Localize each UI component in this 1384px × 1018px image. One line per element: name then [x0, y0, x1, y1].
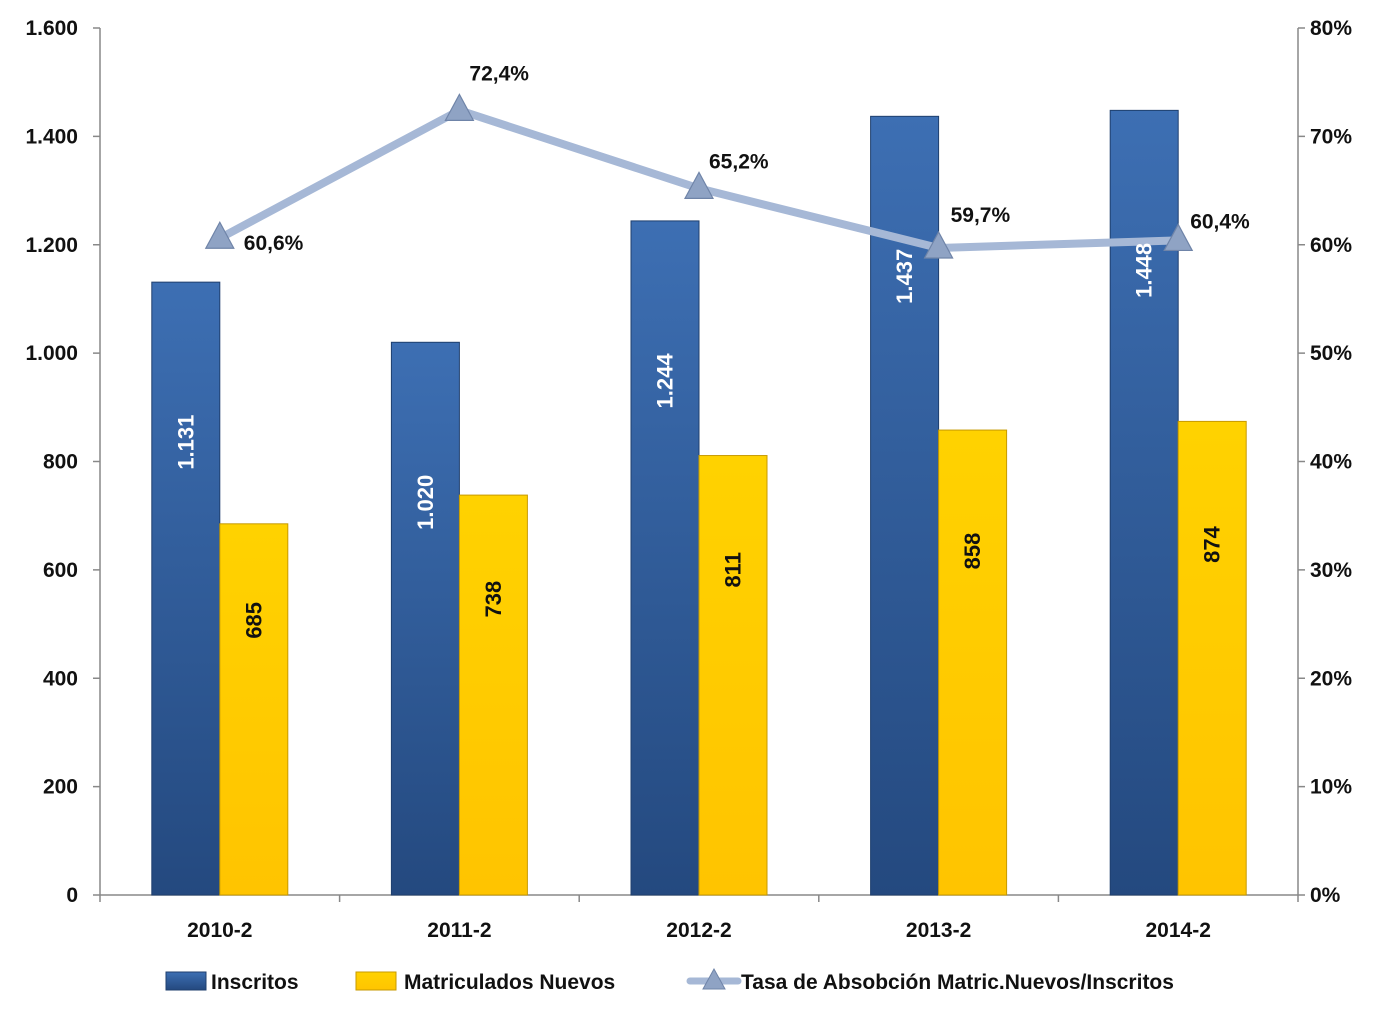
legend-swatch-matriculados: [355, 971, 397, 991]
rate-marker: [444, 93, 475, 121]
bars: [151, 109, 1247, 896]
rate-marker: [1163, 223, 1194, 252]
bar-inscritos-label: 1.448: [1132, 243, 1157, 298]
bar-matriculados-label: 685: [241, 602, 266, 639]
y-left-tick-label: 600: [43, 559, 78, 582]
x-tick-label: 2012-2: [666, 919, 731, 942]
legend-swatch-inscritos: [165, 971, 207, 991]
bar-matriculados-label: 811: [721, 552, 746, 588]
y-left-tick-label: 1.200: [25, 234, 78, 257]
y-left-tick-label: 400: [43, 667, 78, 690]
legend-label-inscritos: Inscritos: [211, 971, 299, 994]
legend-label-matriculados: Matriculados Nuevos: [404, 971, 615, 994]
y-right-tick-label: 30%: [1310, 559, 1352, 582]
rate-label: 65,2%: [709, 150, 769, 173]
y-right-tick-label: 50%: [1310, 342, 1352, 365]
bar-inscritos: [1109, 109, 1179, 896]
rate-marker: [683, 171, 715, 199]
y-right-tick-label: 70%: [1310, 125, 1352, 148]
bar-matriculados: [458, 494, 528, 896]
bar-matriculados-label: 738: [481, 581, 506, 618]
y-right-tick-label: 80%: [1310, 17, 1352, 40]
y-right-tick-label: 10%: [1310, 776, 1352, 799]
rate-label: 59,7%: [951, 204, 1011, 227]
data-labels: 1.131 685 1.020 738 1.244 811 1.437 858 1.448 874…: [173, 62, 1250, 638]
legend-swatch-rate-marker: [702, 967, 726, 990]
y-right-tick-label: 60%: [1310, 234, 1352, 257]
y-left-tick-label: 200: [43, 776, 78, 799]
bar-matriculados: [219, 523, 289, 896]
y-left-tick-label: 1.600: [25, 17, 78, 40]
bar-matriculados-label: 874: [1200, 525, 1225, 562]
legend: Inscritos Matriculados Nuevos Tasa de Abso…: [165, 967, 1174, 994]
x-tick-label: 2013-2: [906, 919, 971, 942]
x-tick-label: 2010-2: [187, 919, 252, 942]
y-right-tick-label: 40%: [1310, 451, 1352, 474]
axes: 0 200 400 600 800 1.000 1.200 1.400 1.600 0% 10% 20…: [25, 17, 1352, 942]
y-left-tick-label: 1.000: [25, 342, 78, 365]
rate-line: [204, 93, 1194, 259]
bar-inscritos-label: 1.244: [653, 353, 678, 409]
rate-label: 72,4%: [469, 62, 529, 85]
y-left-tick-label: 1.400: [25, 125, 78, 148]
bar-inscritos-label: 1.131: [173, 415, 198, 470]
rate-marker: [204, 220, 235, 249]
y-left-tick-label: 0: [66, 884, 78, 907]
bar-matriculados: [938, 429, 1008, 896]
bar-matriculados: [698, 455, 768, 896]
bar-inscritos: [151, 281, 221, 896]
y-left-tick-label: 800: [43, 451, 78, 474]
bar-matriculados: [1177, 420, 1247, 896]
bar-inscritos: [390, 341, 460, 896]
legend-label-rate: Tasa de Absobción Matric.Nuevos/Inscrito…: [741, 971, 1174, 994]
x-tick-label: 2011-2: [427, 919, 491, 942]
x-tick-label: 2014-2: [1146, 919, 1211, 942]
rate-marker: [923, 230, 954, 259]
bar-matriculados-label: 858: [960, 533, 985, 570]
rate-label: 60,4%: [1190, 210, 1250, 233]
y-right-tick-label: 20%: [1310, 667, 1352, 690]
rate-label: 60,6%: [244, 232, 304, 255]
bar-inscritos-label: 1.020: [413, 475, 438, 530]
bar-inscritos-label: 1.437: [892, 249, 917, 304]
y-right-tick-label: 0%: [1310, 884, 1341, 907]
bar-inscritos: [630, 220, 700, 896]
